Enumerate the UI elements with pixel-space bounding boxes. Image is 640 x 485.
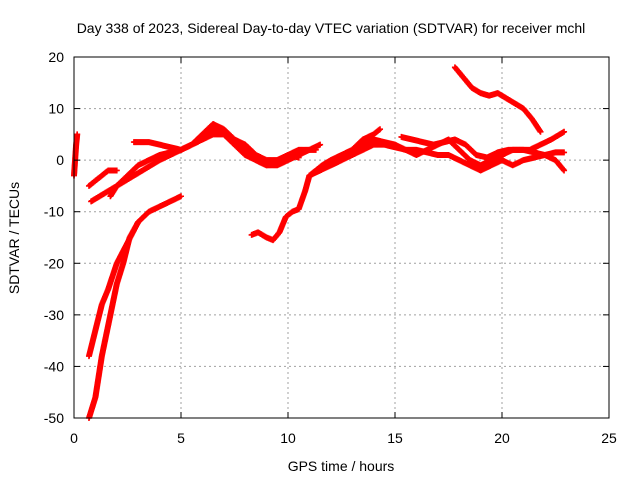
grid-lines: [74, 57, 609, 418]
series-s7: [130, 126, 302, 169]
y-tick-label: 20: [48, 49, 64, 65]
plot-frame: [73, 56, 610, 419]
y-axis-label: SDTVAR / TECUs: [6, 182, 22, 294]
x-tick-label: 15: [387, 430, 403, 446]
data-point: [377, 126, 384, 133]
y-tick-label: -20: [44, 255, 64, 271]
x-tick-label: 0: [70, 430, 78, 446]
data-point: [178, 193, 184, 200]
data-point: [561, 167, 568, 174]
series-s2: [85, 193, 184, 360]
y-tick-label: -40: [44, 358, 64, 374]
series-s12: [451, 64, 544, 135]
data-point: [113, 167, 120, 174]
x-axis-label: GPS time / hours: [288, 458, 395, 474]
x-tick-label: 5: [177, 430, 185, 446]
x-tick-label: 10: [280, 430, 296, 446]
series-s4: [85, 167, 120, 189]
y-tick-label: 0: [56, 152, 64, 168]
series-s3: [85, 219, 142, 421]
data-point: [295, 154, 302, 161]
data-point: [537, 128, 544, 135]
data-point: [561, 149, 568, 156]
y-tick-label: -10: [44, 204, 64, 220]
x-tick-label: 25: [601, 430, 617, 446]
series-s1: [71, 131, 81, 179]
x-tick-label: 20: [494, 430, 510, 446]
chart-title: Day 338 of 2023, Sidereal Day-to-day VTE…: [77, 20, 586, 36]
data-point: [317, 141, 324, 148]
series-s11: [398, 128, 568, 161]
data-series: [71, 64, 568, 421]
data-point: [561, 128, 568, 135]
data-point: [74, 131, 81, 138]
data-point: [135, 219, 142, 226]
y-tick-label: 10: [48, 101, 64, 117]
y-tick-label: -50: [44, 410, 64, 426]
series-s5: [88, 131, 319, 205]
axis-ticks: 0 5 10 15 20 25 20 10 0 -10 -20 -30 -40 -50: [44, 49, 617, 446]
y-tick-label: -30: [44, 307, 64, 323]
